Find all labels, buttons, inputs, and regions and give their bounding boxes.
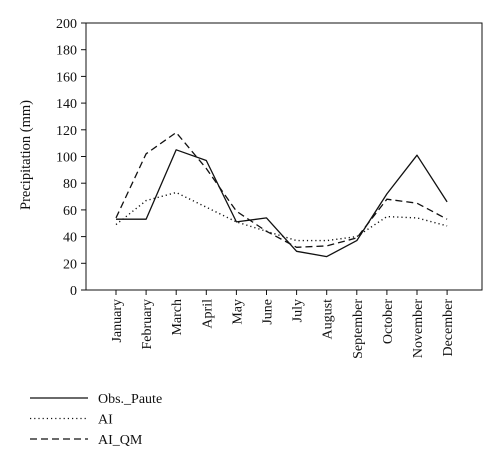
y-tick-label: 20 — [63, 257, 77, 272]
x-tick-label: January — [110, 299, 125, 343]
x-tick-label: July — [291, 299, 306, 322]
x-tick-label: March — [170, 299, 185, 336]
legend-label: AI — [98, 413, 113, 428]
y-tick-label: 180 — [56, 44, 77, 59]
series-layer — [115, 131, 448, 258]
y-tick-label: 0 — [70, 284, 77, 299]
x-tick-label: May — [230, 299, 245, 325]
y-tick-label: 140 — [56, 97, 77, 112]
y-tick-label: 200 — [56, 17, 77, 32]
legend-label: AI_QM — [98, 433, 143, 448]
y-tick-label: 160 — [56, 70, 77, 85]
y-tick-label: 80 — [63, 177, 77, 192]
x-axis: January February March April May June July Augu… — [110, 290, 456, 359]
x-tick-label: April — [200, 299, 215, 329]
x-tick-label: September — [351, 299, 366, 359]
y-tick-label: 100 — [56, 151, 77, 166]
legend-label: Obs._Paute — [98, 392, 162, 407]
x-tick-label: August — [321, 299, 336, 340]
x-tick-label: November — [411, 299, 426, 358]
legend: Obs._Paute AI AI_QM — [30, 392, 162, 448]
y-tick-label: 40 — [63, 231, 77, 246]
y-axis: 0 20 40 60 80 100 120 140 160 180 200 — [56, 17, 86, 299]
y-tick-label: 120 — [56, 124, 77, 139]
x-tick-label: October — [381, 299, 396, 344]
series-line-obs-paute — [116, 149, 448, 258]
x-tick-label: December — [441, 299, 456, 357]
x-tick-label: February — [140, 299, 155, 350]
y-axis-title: Precipitation (mm) — [18, 100, 34, 210]
series-line-ai-qm — [115, 131, 448, 248]
x-tick-label: June — [261, 299, 276, 325]
y-tick-label: 60 — [63, 204, 77, 219]
